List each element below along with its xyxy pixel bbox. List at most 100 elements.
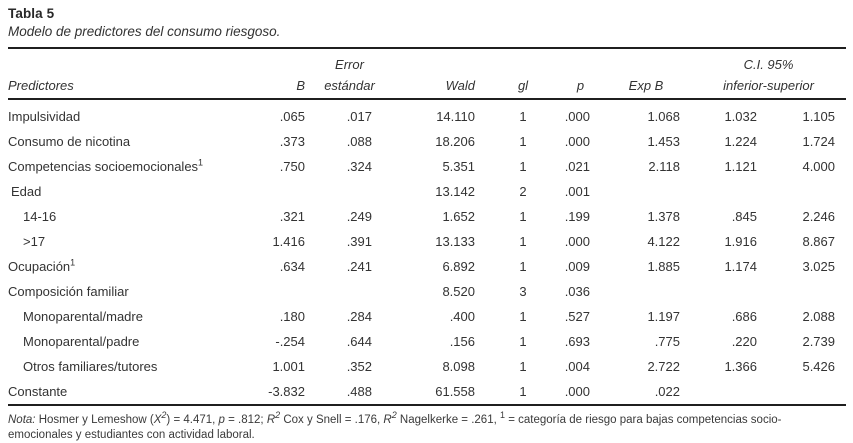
predictor-label: Composición familiar <box>8 284 129 299</box>
header-wald: Wald <box>445 78 475 93</box>
cell-expb <box>601 179 691 204</box>
header-spacer <box>486 48 560 72</box>
cell-wald: 8.098 <box>442 359 475 374</box>
header-spacer <box>8 48 258 72</box>
cell-ci_low: 1.174 <box>724 259 757 274</box>
footnote-segment: Hosmer y Lemeshow ( <box>35 414 154 426</box>
footnote-segment: X <box>153 414 162 426</box>
cell-se: .352 <box>346 359 372 374</box>
cell-ci_low <box>691 379 768 405</box>
footnote-segment: Nota: <box>8 414 36 426</box>
cell-ci_high <box>768 279 846 304</box>
header-row-top: Error C.I. 95% <box>8 48 846 72</box>
footnote: Nota: Hosmer y Lemeshow (X2) = 4.471, p … <box>8 410 846 443</box>
cell-se: .249 <box>346 209 372 224</box>
table-caption: Modelo de predictores del consumo riesgo… <box>8 24 281 39</box>
cell-expb: 1.197 <box>647 309 680 324</box>
cell-se: .324 <box>346 159 372 174</box>
cell-ci_low: .686 <box>731 309 757 324</box>
cell-ci_high: 3.025 <box>802 259 836 274</box>
cell-p: .021 <box>564 159 590 174</box>
cell-se: .017 <box>346 109 372 124</box>
cell-gl: 1 <box>519 359 527 374</box>
cell-gl: 1 <box>519 109 527 124</box>
predictor-label: Monoparental/padre <box>23 334 140 349</box>
cell-se: .088 <box>346 134 372 149</box>
cell-ci_high <box>768 179 846 204</box>
predictor-label: Ocupación1 <box>8 257 76 274</box>
cell-wald: 5.351 <box>442 159 475 174</box>
cell-wald: 13.133 <box>435 234 475 249</box>
cell-b: .065 <box>279 109 305 124</box>
header-gl: gl <box>517 78 529 93</box>
cell-gl: 2 <box>519 184 527 199</box>
cell-b: .180 <box>279 309 305 324</box>
table-row: Ocupación1 .634 .241 6.892 1 .009 1.885 1.174 3.… <box>8 254 846 279</box>
cell-se <box>316 279 383 304</box>
footnote-segment: 2 <box>161 410 167 421</box>
cell-wald: 1.652 <box>442 209 475 224</box>
cell-expb: 1.885 <box>647 259 680 274</box>
cell-p: .199 <box>564 209 590 224</box>
cell-expb: .775 <box>654 334 680 349</box>
cell-ci_high: 5.426 <box>802 359 836 374</box>
predictor-label: Edad <box>11 184 42 199</box>
cell-ci_low: .845 <box>731 209 757 224</box>
cell-b <box>258 279 316 304</box>
header-ci-line1: C.I. 95% <box>743 57 794 72</box>
cell-wald: 61.558 <box>435 384 475 399</box>
cell-ci_low: 1.366 <box>724 359 757 374</box>
cell-b: 1.416 <box>272 234 305 249</box>
cell-ci_high: 2.088 <box>802 309 836 324</box>
predictor-label: Consumo de nicotina <box>8 134 131 149</box>
cell-gl: 1 <box>519 309 527 324</box>
cell-b: .321 <box>279 209 305 224</box>
cell-se: .241 <box>346 259 372 274</box>
cell-gl: 1 <box>519 334 527 349</box>
cell-p: .000 <box>564 109 590 124</box>
header-b: B <box>296 78 305 93</box>
cell-ci_high: 4.000 <box>802 159 836 174</box>
header-spacer <box>383 48 486 72</box>
cell-ci_low: 1.121 <box>724 159 757 174</box>
cell-ci_low: 1.224 <box>724 134 757 149</box>
cell-wald: 14.110 <box>436 109 475 124</box>
cell-wald: 8.520 <box>442 284 475 299</box>
cell-ci_low: 1.032 <box>724 109 757 124</box>
cell-gl: 3 <box>519 284 527 299</box>
cell-gl: 1 <box>519 159 527 174</box>
cell-p: .036 <box>564 284 590 299</box>
cell-b: .634 <box>279 259 305 274</box>
footnote-segment: 1 <box>499 410 505 421</box>
cell-ci_low <box>691 179 768 204</box>
cell-gl: 1 <box>519 209 527 224</box>
cell-b: .750 <box>279 159 305 174</box>
table-header: Error C.I. 95% Predictores B estándar Wa… <box>8 48 847 99</box>
cell-b <box>258 179 316 204</box>
cell-p: .009 <box>564 259 590 274</box>
cell-expb: 2.118 <box>648 159 680 174</box>
cell-b: -3.832 <box>268 384 305 399</box>
table-row: Constante -3.832 .488 61.558 1 .000 .022 <box>8 379 846 405</box>
table-row: Impulsividad .065 .017 14.110 1 .000 1.068 1.03… <box>8 99 846 129</box>
predictor-label: Otros familiares/tutores <box>23 359 158 374</box>
cell-se: .391 <box>346 234 372 249</box>
cell-gl: 1 <box>519 134 527 149</box>
cell-expb: .022 <box>654 384 680 399</box>
cell-p: .000 <box>564 234 590 249</box>
predictor-label: Monoparental/madre <box>23 309 143 324</box>
header-p: p <box>576 78 585 93</box>
predictors-table: Error C.I. 95% Predictores B estándar Wa… <box>8 47 847 406</box>
cell-ci_high: 2.246 <box>802 209 836 224</box>
footnote-segment: = .812; <box>224 414 267 426</box>
cell-wald: 6.892 <box>442 259 475 274</box>
header-error-line1: Error <box>335 57 364 72</box>
cell-ci_low: .220 <box>731 334 757 349</box>
table-row: Otros familiares/tutores 1.001 .352 8.098 1.… <box>8 354 846 379</box>
cell-wald: 18.206 <box>435 134 475 149</box>
predictor-label: 14-16 <box>23 209 57 224</box>
header-ci-line2: inferior-superior <box>723 78 814 93</box>
predictor-label: Competencias socioemocionales1 <box>8 157 204 174</box>
cell-p: .000 <box>564 134 590 149</box>
